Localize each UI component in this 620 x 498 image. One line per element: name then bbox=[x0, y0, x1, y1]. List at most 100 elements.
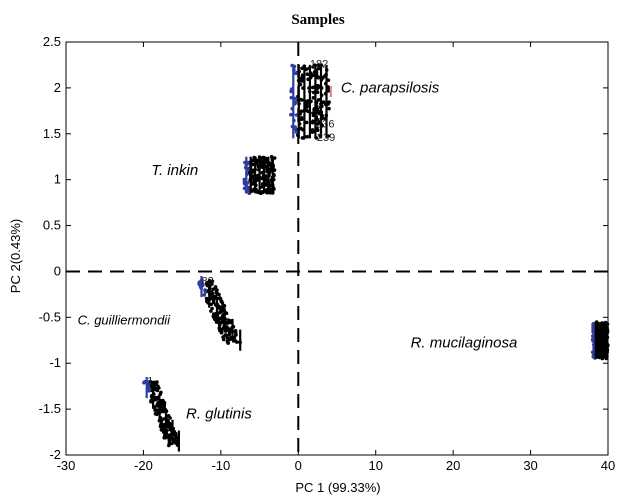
data-point bbox=[233, 339, 238, 343]
group-label: R. glutinis bbox=[186, 405, 252, 422]
data-point bbox=[300, 66, 304, 71]
data-point bbox=[215, 288, 219, 292]
data-point bbox=[316, 122, 320, 126]
sample-label: 83 bbox=[202, 275, 214, 287]
data-point bbox=[210, 279, 215, 284]
data-point bbox=[155, 404, 160, 408]
data-point bbox=[264, 174, 269, 178]
x-tick-label: 0 bbox=[295, 458, 302, 473]
data-point bbox=[211, 287, 215, 292]
data-point bbox=[148, 380, 153, 384]
data-point bbox=[315, 83, 320, 88]
x-axis-label: PC 1 (99.33%) bbox=[295, 480, 380, 495]
data-point bbox=[162, 430, 166, 435]
points-layer bbox=[142, 63, 610, 452]
data-point bbox=[219, 330, 224, 335]
data-point bbox=[226, 318, 230, 322]
data-point bbox=[220, 315, 225, 319]
sample-label: 236 bbox=[316, 118, 334, 130]
y-tick-label: 0.5 bbox=[43, 218, 61, 233]
x-tick-label: 10 bbox=[368, 458, 382, 473]
data-point bbox=[217, 327, 222, 332]
data-point bbox=[311, 65, 315, 69]
data-point bbox=[234, 333, 238, 337]
group-label: T. inkin bbox=[151, 162, 198, 179]
data-point bbox=[215, 291, 219, 296]
group-label: C. guilliermondii bbox=[78, 313, 172, 328]
y-tick-label: 2 bbox=[54, 80, 61, 95]
data-point bbox=[220, 301, 225, 305]
x-tick-label: -20 bbox=[134, 458, 153, 473]
sample-label: 239 bbox=[317, 132, 335, 144]
y-tick-label: -0.5 bbox=[39, 309, 61, 324]
data-point bbox=[222, 304, 227, 308]
data-point bbox=[311, 96, 316, 100]
sample-label: 1 bbox=[147, 375, 153, 387]
data-point bbox=[167, 441, 172, 445]
data-point bbox=[158, 392, 162, 397]
data-point bbox=[327, 106, 331, 111]
data-point bbox=[162, 435, 166, 440]
x-tick-label: 30 bbox=[523, 458, 537, 473]
data-point bbox=[310, 120, 315, 125]
data-point bbox=[304, 120, 309, 125]
group-labels: C. parapsilosis T. inkin C. guilliermondii… bbox=[78, 80, 518, 423]
data-point bbox=[174, 433, 178, 437]
data-point bbox=[214, 320, 219, 324]
x-tick-label: 40 bbox=[601, 458, 615, 473]
y-tick-label: 0 bbox=[54, 263, 61, 278]
data-point bbox=[167, 443, 171, 448]
data-point bbox=[210, 291, 215, 296]
group-label: R. mucilaginosa bbox=[411, 335, 518, 352]
y-tick-label: 1.5 bbox=[43, 126, 61, 141]
data-point bbox=[305, 134, 310, 139]
data-point bbox=[225, 339, 230, 344]
data-point bbox=[316, 63, 321, 68]
data-point bbox=[326, 89, 331, 93]
data-point bbox=[299, 117, 304, 121]
data-point bbox=[210, 306, 214, 311]
x-tick-label: 20 bbox=[446, 458, 460, 473]
plot-frame bbox=[65, 41, 609, 456]
data-point bbox=[226, 321, 230, 325]
y-tick-label: -1 bbox=[49, 355, 61, 370]
point-labels: 182 236 239 83 1 bbox=[147, 59, 335, 388]
data-point bbox=[227, 328, 231, 333]
data-point bbox=[157, 419, 162, 423]
sample-label: 182 bbox=[310, 59, 328, 71]
chart-title: Samples bbox=[291, 12, 345, 28]
data-point bbox=[305, 104, 310, 109]
data-point bbox=[218, 306, 222, 311]
y-tick-label: 1 bbox=[54, 172, 61, 187]
y-tick-label: 2.5 bbox=[43, 34, 61, 49]
data-point bbox=[224, 333, 229, 338]
data-point bbox=[154, 397, 158, 402]
data-point bbox=[255, 158, 260, 163]
y-tick-label: -1.5 bbox=[39, 401, 61, 416]
x-tick-label: -30 bbox=[57, 458, 76, 473]
data-point bbox=[213, 317, 217, 322]
data-point bbox=[153, 411, 158, 416]
data-point bbox=[203, 290, 208, 294]
data-point bbox=[166, 414, 171, 418]
x-tick-label: -10 bbox=[211, 458, 230, 473]
data-point bbox=[208, 282, 212, 286]
data-point bbox=[305, 72, 310, 76]
data-point bbox=[161, 398, 165, 403]
data-point bbox=[294, 130, 299, 134]
data-point bbox=[310, 85, 315, 90]
data-point bbox=[202, 293, 207, 297]
data-point bbox=[223, 329, 228, 333]
data-point bbox=[327, 100, 331, 104]
data-point bbox=[316, 98, 321, 102]
axes: -30 -20 -10 0 10 20 30 40 -2 -1.5 -1 -0.5 0 0.5 1 1.5 2 2… bbox=[39, 34, 616, 473]
data-point bbox=[310, 128, 315, 132]
data-point bbox=[251, 158, 255, 163]
data-point bbox=[315, 110, 320, 115]
data-point bbox=[315, 117, 320, 122]
data-point bbox=[233, 330, 238, 335]
data-point bbox=[299, 98, 304, 102]
data-point bbox=[294, 113, 299, 117]
data-point bbox=[205, 283, 210, 288]
